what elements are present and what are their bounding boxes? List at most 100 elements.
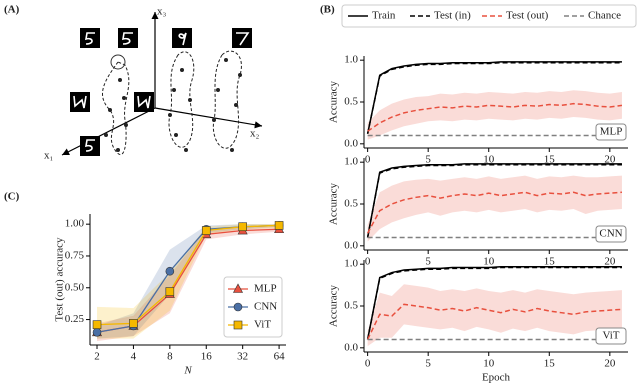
x-tick-label: 5 xyxy=(425,256,431,268)
y-axis-label: Test (out) accuracy xyxy=(54,237,66,322)
points xyxy=(104,58,242,152)
x-tick-label: 0 xyxy=(365,256,371,268)
legend-label: ViT xyxy=(254,319,271,331)
plot-area xyxy=(366,61,623,140)
axis-label: x₂ xyxy=(250,128,260,140)
line xyxy=(366,266,622,340)
x-tick-label: 10 xyxy=(483,256,495,268)
point xyxy=(92,320,102,329)
error-band xyxy=(97,224,280,339)
x-tick-label: 16 xyxy=(201,351,213,363)
y-tick-label: 0.50 xyxy=(65,281,85,293)
error-band xyxy=(367,175,622,242)
point xyxy=(233,320,243,330)
x-tick-label: 0 xyxy=(365,358,371,370)
error-band xyxy=(97,224,280,339)
x-tick-label: 8 xyxy=(167,351,173,363)
y-tick-label: 0.5 xyxy=(344,198,358,210)
panel-model-label: MLP xyxy=(600,126,623,138)
y-tick-label: 1.0 xyxy=(344,258,358,270)
y-tick-label: 1.0 xyxy=(344,156,358,168)
diagram: x₃ x₂ x₁ xyxy=(44,6,263,162)
x-tick-label: 20 xyxy=(604,358,616,370)
x-tick-label: 10 xyxy=(483,154,495,166)
axis-label: x₃ xyxy=(157,6,167,18)
point xyxy=(165,266,175,276)
point xyxy=(201,226,211,235)
axis-label: x₁ xyxy=(44,150,54,162)
plot-area xyxy=(366,265,622,347)
manifold xyxy=(102,61,130,155)
y-tick-label: 0.0 xyxy=(344,341,358,353)
y-tick-label: 0.75 xyxy=(65,250,85,262)
y-tick-label: 0.5 xyxy=(344,300,358,312)
x-tick-label: 64 xyxy=(274,351,286,363)
line xyxy=(366,61,622,134)
point xyxy=(233,283,243,293)
x-tick-label: 20 xyxy=(604,154,616,166)
label-box xyxy=(595,123,627,141)
x-tick-label: 5 xyxy=(425,154,431,166)
y-axis-label: Accuracy xyxy=(328,284,340,327)
point xyxy=(92,327,102,337)
panel-model-label: CNN xyxy=(599,228,622,240)
label-box xyxy=(595,327,627,345)
y-tick-label: 1.0 xyxy=(344,54,358,66)
panel-model-label: ViT xyxy=(602,330,619,342)
x-tick-label: 15 xyxy=(544,154,556,166)
legend-label: Chance xyxy=(588,10,621,22)
y-axis-label: Accuracy xyxy=(328,80,340,123)
axis xyxy=(61,107,156,156)
manifold xyxy=(212,50,242,149)
y-tick-label: 1.00 xyxy=(65,218,85,230)
x-tick-label: 5 xyxy=(425,358,431,370)
line xyxy=(366,191,622,234)
x-axis-label: Epoch xyxy=(482,372,511,384)
x-tick-label: 0 xyxy=(365,154,371,166)
panel-label: (B) xyxy=(320,4,335,16)
legend-box xyxy=(341,4,637,28)
legend-label: MLP xyxy=(254,283,277,295)
point xyxy=(129,319,138,328)
x-axis-label: N xyxy=(183,365,192,377)
point xyxy=(233,302,243,312)
line xyxy=(366,303,622,340)
panel-label: (A) xyxy=(4,4,20,16)
x-tick-label: 10 xyxy=(483,358,495,370)
highlight xyxy=(110,54,126,70)
line xyxy=(366,265,622,340)
label-box xyxy=(595,225,627,243)
plot-area xyxy=(92,221,285,342)
panel-label: (C) xyxy=(4,191,20,203)
manifold xyxy=(168,51,195,148)
line xyxy=(366,61,622,134)
error-band xyxy=(367,90,622,140)
point xyxy=(165,287,175,296)
line xyxy=(96,224,280,326)
x-tick-label: 32 xyxy=(237,351,248,363)
y-tick-label: 0.5 xyxy=(344,96,358,108)
line xyxy=(366,163,622,238)
legend-label: CNN xyxy=(254,301,277,313)
x-tick-label: 15 xyxy=(544,358,556,370)
point xyxy=(238,222,247,232)
y-tick-label: 0.0 xyxy=(344,239,358,251)
error-band xyxy=(367,284,622,347)
x-tick-label: 4 xyxy=(131,351,137,363)
legend-label: Test (out) xyxy=(506,10,549,22)
point xyxy=(274,221,284,230)
y-tick-label: 0.25 xyxy=(65,313,85,325)
x-tick-label: 15 xyxy=(544,256,556,268)
x-tick-label: 2 xyxy=(94,351,100,363)
digit-images xyxy=(70,28,252,156)
line xyxy=(367,102,623,132)
axis xyxy=(154,107,263,129)
y-axis-label: Accuracy xyxy=(328,182,340,225)
legend-label: Test (in) xyxy=(434,10,471,22)
line xyxy=(366,163,622,238)
legend-label: Train xyxy=(372,10,396,22)
x-tick-label: 20 xyxy=(604,256,616,268)
y-tick-label: 0.0 xyxy=(344,137,358,149)
plot-area xyxy=(366,163,622,242)
